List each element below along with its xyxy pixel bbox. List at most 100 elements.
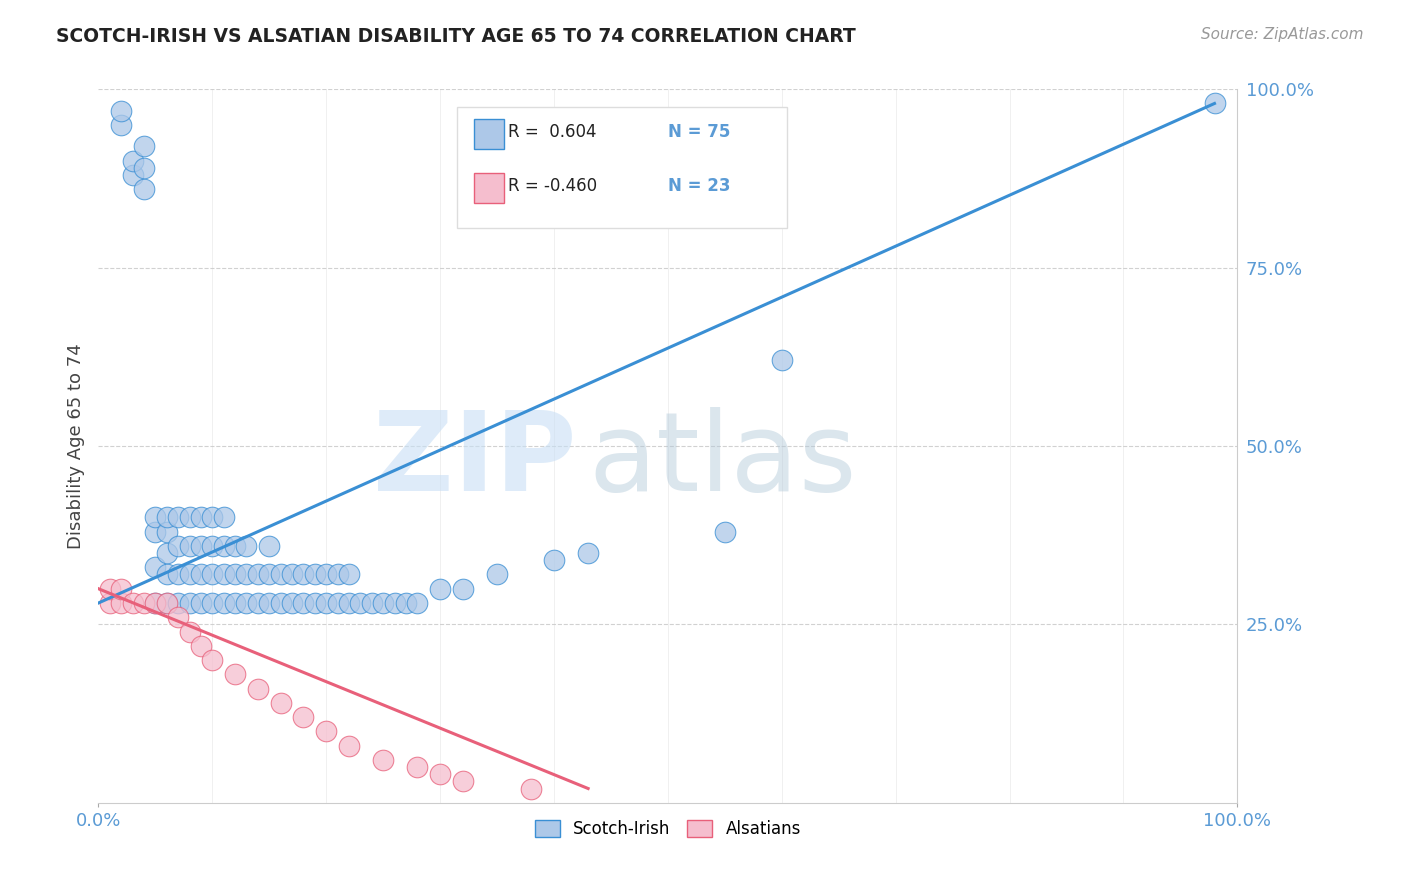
Point	[224, 539, 246, 553]
Text: SCOTCH-IRISH VS ALSATIAN DISABILITY AGE 65 TO 74 CORRELATION CHART: SCOTCH-IRISH VS ALSATIAN DISABILITY AGE …	[56, 27, 856, 45]
Point	[259, 567, 281, 582]
Point	[315, 567, 337, 582]
Point	[384, 596, 406, 610]
Point	[371, 753, 394, 767]
Point	[270, 596, 292, 610]
Text: N = 23: N = 23	[668, 177, 730, 194]
Point	[429, 767, 451, 781]
Point	[110, 118, 132, 132]
Point	[121, 168, 143, 182]
Point	[156, 596, 179, 610]
Point	[292, 567, 315, 582]
Point	[770, 353, 793, 368]
Point	[145, 560, 167, 574]
Point	[281, 567, 304, 582]
Point	[145, 510, 167, 524]
Point	[371, 596, 394, 610]
Point	[246, 681, 269, 696]
Point	[201, 653, 224, 667]
Point	[212, 510, 235, 524]
Point	[156, 524, 179, 539]
Point	[190, 596, 212, 610]
Point	[337, 567, 360, 582]
Point	[145, 596, 167, 610]
Point	[167, 610, 190, 624]
Point	[167, 567, 190, 582]
Point	[304, 567, 326, 582]
Point	[337, 739, 360, 753]
Text: R = -0.460: R = -0.460	[509, 177, 598, 194]
Point	[132, 139, 155, 153]
Point	[292, 596, 315, 610]
Point	[156, 567, 179, 582]
Point	[179, 567, 201, 582]
Point	[235, 596, 257, 610]
Point	[576, 546, 599, 560]
Point	[156, 546, 179, 560]
Point	[190, 510, 212, 524]
FancyBboxPatch shape	[474, 173, 503, 202]
Point	[292, 710, 315, 724]
Text: N = 75: N = 75	[668, 123, 730, 141]
Point	[201, 510, 224, 524]
FancyBboxPatch shape	[457, 107, 787, 228]
Point	[110, 582, 132, 596]
Point	[212, 567, 235, 582]
Legend: Scotch-Irish, Alsatians: Scotch-Irish, Alsatians	[529, 813, 807, 845]
Point	[132, 161, 155, 175]
Point	[179, 510, 201, 524]
Text: Source: ZipAtlas.com: Source: ZipAtlas.com	[1201, 27, 1364, 42]
Point	[429, 582, 451, 596]
Point	[167, 539, 190, 553]
Point	[714, 524, 737, 539]
Point	[98, 582, 121, 596]
Point	[179, 596, 201, 610]
Point	[212, 596, 235, 610]
Point	[486, 567, 509, 582]
Point	[132, 596, 155, 610]
Point	[110, 596, 132, 610]
Point	[304, 596, 326, 610]
Point	[190, 539, 212, 553]
Point	[201, 567, 224, 582]
Point	[270, 567, 292, 582]
Text: R =  0.604: R = 0.604	[509, 123, 598, 141]
Point	[235, 539, 257, 553]
Point	[121, 153, 143, 168]
FancyBboxPatch shape	[474, 120, 503, 149]
Point	[246, 596, 269, 610]
Point	[235, 567, 257, 582]
Point	[360, 596, 382, 610]
Text: ZIP: ZIP	[374, 407, 576, 514]
Point	[246, 567, 269, 582]
Point	[1204, 96, 1226, 111]
Point	[270, 696, 292, 710]
Point	[451, 774, 474, 789]
Point	[315, 596, 337, 610]
Point	[145, 524, 167, 539]
Point	[179, 539, 201, 553]
Point	[121, 596, 143, 610]
Point	[156, 510, 179, 524]
Point	[224, 667, 246, 681]
Point	[179, 624, 201, 639]
Point	[406, 760, 429, 774]
Point	[190, 639, 212, 653]
Point	[212, 539, 235, 553]
Point	[520, 781, 543, 796]
Point	[156, 596, 179, 610]
Point	[224, 596, 246, 610]
Point	[315, 724, 337, 739]
Point	[201, 539, 224, 553]
Point	[326, 596, 349, 610]
Point	[201, 596, 224, 610]
Point	[167, 596, 190, 610]
Point	[167, 510, 190, 524]
Y-axis label: Disability Age 65 to 74: Disability Age 65 to 74	[66, 343, 84, 549]
Point	[543, 553, 565, 567]
Point	[145, 596, 167, 610]
Point	[132, 182, 155, 196]
Point	[337, 596, 360, 610]
Point	[98, 596, 121, 610]
Point	[406, 596, 429, 610]
